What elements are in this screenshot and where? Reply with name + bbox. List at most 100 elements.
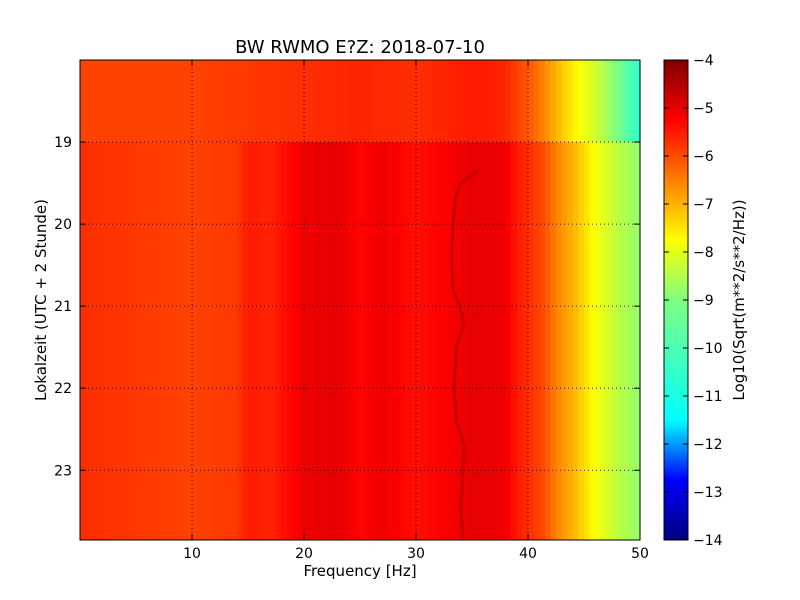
heatmap-cell bbox=[287, 60, 294, 143]
colorbar: −4 −5 −6 −7 −8 −9 −10 −11 −12 −13 −14 bbox=[663, 53, 723, 549]
heatmap-cell bbox=[472, 142, 479, 541]
heatmap-cell bbox=[270, 142, 277, 541]
heatmap-cell bbox=[231, 142, 238, 541]
heatmap-cell bbox=[544, 60, 551, 143]
x-axis: 10 20 30 40 50 bbox=[183, 60, 649, 562]
heatmap-cell bbox=[214, 60, 221, 143]
heatmap-cell bbox=[108, 60, 115, 143]
heatmap-cell bbox=[488, 142, 495, 541]
heatmap-cell bbox=[119, 142, 126, 541]
heatmap-cell bbox=[444, 142, 451, 541]
y-tick-label: 19 bbox=[54, 135, 72, 151]
heatmap-cell bbox=[231, 60, 238, 143]
heatmap-cell bbox=[595, 60, 602, 143]
heatmap-cell bbox=[292, 142, 299, 541]
heatmap-cell bbox=[130, 60, 137, 143]
heatmap-cell bbox=[511, 142, 518, 541]
colorbar-tick-label: −4 bbox=[693, 53, 714, 69]
heatmap-cell bbox=[567, 142, 574, 541]
heatmap-cell bbox=[444, 60, 451, 143]
heatmap-cell bbox=[343, 142, 350, 541]
heatmap-cell bbox=[455, 60, 462, 143]
heatmap-cell bbox=[130, 142, 137, 541]
colorbar-tick-label: −14 bbox=[693, 533, 723, 549]
heatmap-cell bbox=[326, 142, 333, 541]
heatmap-cell bbox=[186, 60, 193, 143]
heatmap-cell bbox=[628, 142, 635, 541]
heatmap-cell bbox=[628, 60, 635, 143]
heatmap-cell bbox=[91, 60, 98, 143]
heatmap-cell bbox=[309, 142, 316, 541]
heatmap-cell bbox=[393, 142, 400, 541]
heatmap-cell bbox=[600, 142, 607, 541]
heatmap-cell bbox=[438, 60, 445, 143]
heatmap-cell bbox=[416, 60, 423, 143]
heatmap-cell bbox=[432, 60, 439, 143]
colorbar-tick-label: −12 bbox=[693, 437, 723, 453]
heatmap-cell bbox=[85, 142, 92, 541]
heatmap-cell bbox=[147, 60, 154, 143]
heatmap-cell bbox=[80, 142, 87, 541]
heatmap-cell bbox=[315, 60, 322, 143]
heatmap-cell bbox=[208, 142, 215, 541]
heatmap-cell bbox=[141, 60, 148, 143]
colorbar-tick-label: −7 bbox=[693, 197, 714, 213]
heatmap-cell bbox=[477, 60, 484, 143]
heatmap-cell bbox=[270, 60, 277, 143]
heatmap-cell bbox=[511, 60, 518, 143]
heatmap-cell bbox=[326, 60, 333, 143]
heatmap-cell bbox=[186, 142, 193, 541]
heatmap-cell bbox=[192, 60, 199, 143]
heatmap-cell bbox=[376, 142, 383, 541]
heatmap-cell bbox=[242, 60, 249, 143]
heatmap-cell bbox=[606, 60, 613, 143]
heatmap-cell bbox=[584, 60, 591, 143]
heatmap-cell bbox=[500, 60, 507, 143]
heatmap-cell bbox=[578, 142, 585, 541]
heatmap-cell bbox=[360, 60, 367, 143]
heatmap-cell bbox=[354, 142, 361, 541]
heatmap-cell bbox=[180, 142, 187, 541]
heatmap-cell bbox=[85, 60, 92, 143]
heatmap-cell bbox=[556, 60, 563, 143]
heatmap-cell bbox=[180, 60, 187, 143]
heatmap-cell bbox=[595, 142, 602, 541]
heatmap-cell bbox=[466, 60, 473, 143]
heatmap-cell bbox=[623, 60, 630, 143]
heatmap-cell bbox=[236, 60, 243, 143]
heatmap-cell bbox=[634, 60, 641, 143]
heatmap-cell bbox=[404, 60, 411, 143]
heatmap-cell bbox=[175, 60, 182, 143]
heatmap-cell bbox=[264, 142, 271, 541]
heatmap-cell bbox=[360, 142, 367, 541]
heatmap-cell bbox=[298, 60, 305, 143]
heatmap-cell bbox=[416, 142, 423, 541]
heatmap-cell bbox=[567, 60, 574, 143]
heatmap-cell bbox=[421, 142, 428, 541]
heatmap-cell bbox=[348, 60, 355, 143]
heatmap-cell bbox=[276, 60, 283, 143]
heatmap-cell bbox=[438, 142, 445, 541]
heatmap-cell bbox=[208, 60, 215, 143]
heatmap-cell bbox=[561, 60, 568, 143]
colorbar-ticks: −4 −5 −6 −7 −8 −9 −10 −11 −12 −13 −14 bbox=[664, 53, 723, 549]
colorbar-tick-label: −6 bbox=[693, 149, 714, 165]
heatmap-cell bbox=[225, 60, 232, 143]
heatmap-cell bbox=[152, 142, 159, 541]
heatmap-cell bbox=[612, 142, 619, 541]
heatmap-cell bbox=[432, 142, 439, 541]
colorbar-tick-label: −5 bbox=[693, 101, 714, 117]
heatmap-cell bbox=[175, 142, 182, 541]
heatmap-cell bbox=[617, 60, 624, 143]
heatmap-cell bbox=[477, 142, 484, 541]
heatmap-cell bbox=[584, 142, 591, 541]
heatmap-cell bbox=[382, 60, 389, 143]
heatmap-cell bbox=[343, 60, 350, 143]
heatmap-cell bbox=[320, 142, 327, 541]
heatmap-cell bbox=[399, 142, 406, 541]
heatmap-cell bbox=[516, 142, 523, 541]
heatmap-cell bbox=[253, 142, 260, 541]
heatmap-cell bbox=[505, 142, 512, 541]
plot-frame bbox=[79, 59, 641, 541]
heatmap-cell bbox=[427, 60, 434, 143]
